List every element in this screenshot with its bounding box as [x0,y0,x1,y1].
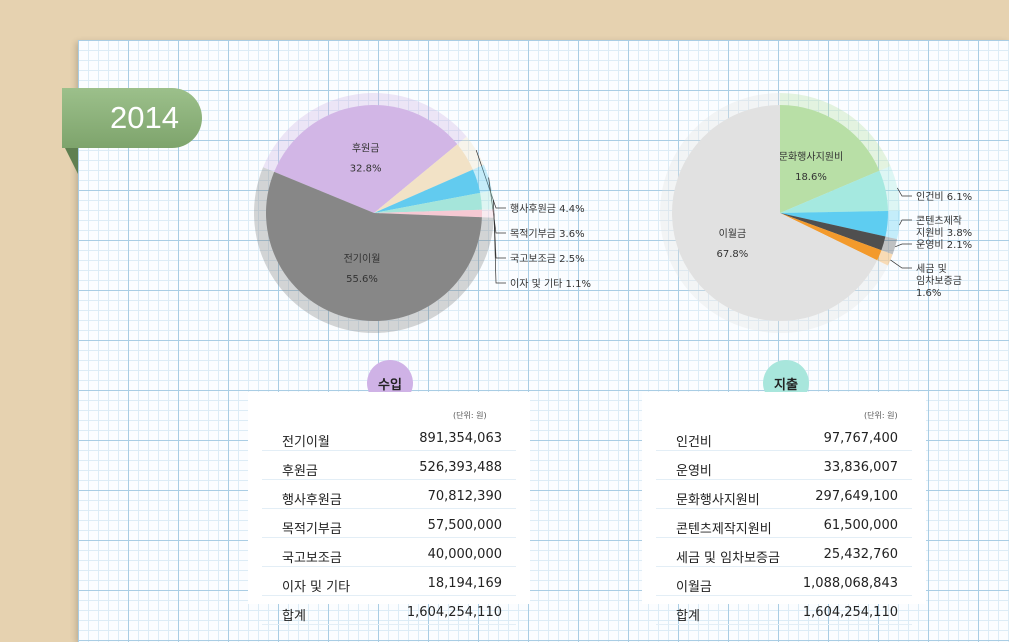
row-value: 57,500,000 [427,518,502,533]
slice-outside-label: 1.6% [916,288,941,299]
pie-slice [374,169,481,213]
row-label: 이자 및 기타 [282,580,351,595]
table-row: 전기이월 891,354,063 [262,422,516,451]
leader-line [890,259,912,269]
row-label: 후원금 [282,464,318,479]
row-label: 전기이월 [282,435,330,450]
slice-outside-label: 임차보증금 [916,274,962,287]
table-row: 합계 1,604,254,110 [656,596,912,625]
row-value: 297,649,100 [815,489,898,504]
year-label: 2014 [110,100,179,135]
slice-name-label: 문화행사지원비 [779,151,843,163]
leader-line [894,243,912,248]
pie-slice [780,210,889,237]
row-value: 891,354,063 [419,431,502,446]
pie-slice [780,213,882,261]
row-label: 콘텐츠제작지원비 [676,522,772,537]
slice-value-label: 18.6% [795,172,827,183]
row-label: 국고보조금 [282,551,342,566]
row-label: 이월금 [676,580,712,595]
expense-unit-label: (단위: 원) [864,411,898,420]
income-table: (단위: 원) 전기이월 891,354,063 후원금 526,393,488 행사후… [248,392,530,625]
row-value: 1,604,254,110 [406,605,502,620]
slice-outside-label: 운영비 2.1% [916,239,972,251]
leader-line [493,213,506,284]
pie-slice [780,105,880,213]
table-row: 국고보조금 40,000,000 [262,538,516,567]
slice-outside-label: 인건비 6.1% [916,191,972,203]
leader-line [488,177,506,234]
row-label: 운영비 [676,464,712,479]
pie-slice [780,213,886,251]
table-row: 세금 및 임차보증금 25,432,760 [656,538,912,567]
slice-outside-label: 행사후원금 4.4% [510,203,585,215]
slice-outside-label: 국고보조금 2.5% [510,253,585,265]
year-ribbon-fold [64,146,78,174]
income-unit-label: (단위: 원) [453,411,487,420]
row-label: 행사후원금 [282,493,342,508]
pie-slice [780,170,888,213]
slice-outside-label: 목적기부금 3.6% [510,228,585,240]
row-value: 40,000,000 [427,547,502,562]
pie-slice [266,171,482,322]
pie-slice [274,105,458,213]
row-label: 세금 및 임차보증금 [676,551,780,566]
slice-name-label: 후원금 [352,142,380,154]
slice-value-label: 55.6% [346,274,378,285]
row-value: 18,194,169 [427,576,502,591]
table-row: 인건비 97,767,400 [656,422,912,451]
row-value: 1,088,068,843 [802,576,898,591]
slice-outside-label: 콘텐츠제작 [916,215,962,227]
slice-value-label: 67.8% [717,249,749,260]
slice-name-label: 이월금 [719,228,747,240]
slice-outside-label: 세금 및 [916,263,947,275]
pie-slice [374,192,482,213]
table-row: 이월금 1,088,068,843 [656,567,912,596]
row-value: 61,500,000 [823,518,898,533]
leader-line [899,219,912,226]
table-row: 문화행사지원비 297,649,100 [656,480,912,509]
table-row: 후원금 526,393,488 [262,451,516,480]
row-label: 문화행사지원비 [676,493,760,508]
slice-outside-label: 지원비 3.8% [916,227,972,239]
table-row: 콘텐츠제작지원비 61,500,000 [656,509,912,538]
pie-slice [671,105,878,321]
leader-line [897,187,912,197]
leader-line [475,150,506,209]
year-ribbon [62,88,202,148]
row-label: 합계 [282,609,306,624]
pie-slice [374,144,473,213]
row-value: 97,767,400 [823,431,898,446]
row-value: 33,836,007 [823,460,898,475]
table-row: 이자 및 기타 18,194,169 [262,567,516,596]
row-value: 25,432,760 [823,547,898,562]
row-value: 526,393,488 [419,460,502,475]
pie-slice [374,209,483,218]
table-row: 합계 1,604,254,110 [262,596,516,625]
row-label: 목적기부금 [282,522,342,537]
row-value: 1,604,254,110 [802,605,898,620]
row-label: 합계 [676,609,700,624]
table-row: 목적기부금 57,500,000 [262,509,516,538]
expense-table: (단위: 원) 인건비 97,767,400 운영비 33,836,007 문화행사지원… [642,392,926,625]
row-label: 인건비 [676,435,712,450]
table-row: 운영비 33,836,007 [656,451,912,480]
slice-outside-label: 이자 및 기타 1.1% [510,278,591,290]
table-row: 행사후원금 70,812,390 [262,480,516,509]
slice-name-label: 전기이월 [344,253,381,265]
slice-value-label: 32.8% [350,163,382,174]
row-value: 70,812,390 [427,489,502,504]
